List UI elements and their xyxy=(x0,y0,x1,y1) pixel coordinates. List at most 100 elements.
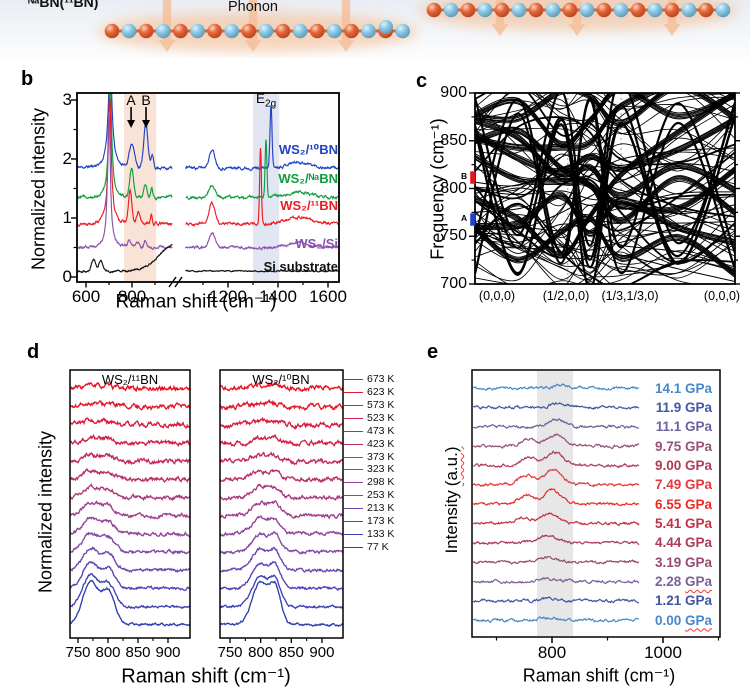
temperature-spectrum-curve xyxy=(220,434,343,448)
panel-letter-d: d xyxy=(27,341,40,363)
plot-frame-c xyxy=(474,92,736,285)
pressure-spectrum-curve xyxy=(472,432,640,450)
boron-atom xyxy=(664,2,680,18)
pressure-value: 7.49 xyxy=(654,477,685,493)
legend-item: 573 K xyxy=(344,399,424,412)
boron-atom xyxy=(173,23,188,39)
temperature-spectrum-curve xyxy=(220,416,343,430)
x-tick-label-d: 850 xyxy=(278,644,304,661)
pressure-spectrum-curve xyxy=(473,596,640,604)
temperature-spectrum-curve xyxy=(220,515,343,537)
intensity-label: Intensity xyxy=(442,490,461,554)
y-tick-label-b: 3 xyxy=(62,90,72,109)
boron-atom xyxy=(344,23,359,39)
pressure-label: 6.55 GPa xyxy=(655,497,712,512)
x-tick-label-d: 850 xyxy=(125,644,151,661)
legend-label: 298 K xyxy=(367,476,395,489)
legend-item: 523 K xyxy=(344,412,424,425)
pressure-spectrum-curve xyxy=(472,555,640,565)
temperature-spectrum-curve xyxy=(70,546,190,573)
plot-frame-d xyxy=(69,369,191,639)
nitrogen-atom xyxy=(190,23,205,39)
pressure-value: 4.44 xyxy=(654,535,685,551)
pressure-spectrum-curve xyxy=(472,615,640,624)
temperature-spectrum-curve xyxy=(220,499,343,520)
axis-title-d-y: Normalized intensity xyxy=(35,430,56,594)
legend-item: 77 K xyxy=(344,540,424,553)
down-arrow-icon xyxy=(142,120,151,128)
boron-atom xyxy=(241,23,257,39)
series-label-ws2-10bn: WS₂/¹⁰BN xyxy=(278,142,338,157)
phonon-arrow-icon xyxy=(663,0,681,36)
legend-item: 323 K xyxy=(344,463,424,476)
y-tick-label-b: 2 xyxy=(62,149,72,168)
nitrogen-atom xyxy=(121,23,137,39)
nitrogen-atom xyxy=(395,23,411,39)
axis-title-d-x: Raman shift (cm⁻¹) xyxy=(121,665,291,688)
boron-atom xyxy=(528,2,544,18)
temperature-spectrum-curve xyxy=(220,531,343,555)
nitrogen-atom xyxy=(258,23,274,39)
legend-line-swatch xyxy=(344,520,363,522)
temperature-spectrum-curve xyxy=(220,468,343,484)
pressure-label: 9.75 GPa xyxy=(655,439,712,454)
boron-atom xyxy=(494,2,510,18)
nitrogen-atom xyxy=(292,23,308,39)
legend-line-swatch xyxy=(344,418,363,419)
legend-line-swatch xyxy=(344,405,363,407)
legend-item: 423 K xyxy=(344,437,424,450)
legend-label: 323 K xyxy=(367,463,395,476)
temperature-spectrum-curve xyxy=(220,546,343,573)
pressure-spectrum-curve xyxy=(472,401,640,411)
boron-atom xyxy=(275,23,291,39)
axis-title-b-y: Normalized intensity xyxy=(28,107,49,271)
spectrum-curve xyxy=(77,93,173,201)
nitrogen-atom xyxy=(477,2,493,18)
legend-label: 673 K xyxy=(367,373,395,386)
boron-atom xyxy=(596,2,612,18)
spectrum-curve xyxy=(77,97,173,228)
boron-atom xyxy=(426,2,442,18)
x-tick-label-b: 800 xyxy=(117,287,147,306)
pressure-spectrum-curve xyxy=(473,450,640,469)
pressure-value: 11.1 xyxy=(655,419,685,435)
temperature-spectrum-curve xyxy=(220,398,343,412)
spectrum-curve xyxy=(77,243,173,274)
nitrogen-atom xyxy=(545,2,561,18)
legend-line-swatch xyxy=(344,392,363,394)
legend-line-swatch xyxy=(344,546,363,548)
x-tick-label-d: 900 xyxy=(309,644,335,661)
nitrogen-atom xyxy=(579,2,595,18)
x-tick-label-b: 1200 xyxy=(209,287,247,306)
temperature-spectrum-curve xyxy=(70,417,190,430)
boron-atom xyxy=(562,2,578,18)
pressure-unit: GPa xyxy=(684,574,712,589)
series-label-ws2-si: WS₂/Si xyxy=(295,236,338,251)
marker-label-a: A xyxy=(461,213,468,223)
legend-label: 173 K xyxy=(367,514,395,527)
x-tick-label-d: 750 xyxy=(65,644,91,661)
e2g-main: E xyxy=(256,91,266,106)
pressure-value: 2.28 xyxy=(654,574,685,589)
nitrogen-atom xyxy=(379,20,393,34)
nitrogen-atom xyxy=(443,2,459,18)
pressure-value: 5.41 xyxy=(654,515,685,531)
x-tick-label-d: 800 xyxy=(248,644,274,661)
pressure-spectrum-curve xyxy=(472,487,640,507)
series-label-si-substrate: Si substrate xyxy=(263,259,338,274)
boron-atom xyxy=(104,23,120,39)
y-tick-label-c: 700 xyxy=(440,275,467,292)
pressure-label: 14.1 GPa xyxy=(655,381,712,396)
legend-item: 173 K xyxy=(344,514,424,527)
highlight-band xyxy=(253,94,280,281)
pressure-spectrum-curve xyxy=(472,383,639,391)
nitrogen-atom xyxy=(327,23,342,39)
temperature-spectrum-curve xyxy=(70,560,190,592)
mode-b-annotation: B xyxy=(141,92,151,108)
legend-line-swatch xyxy=(344,482,363,484)
pressure-label: 11.9 GPa xyxy=(656,400,712,415)
boron-atom xyxy=(138,23,154,39)
phonon-arrow-icon xyxy=(491,0,509,36)
temperature-spectrum-curve xyxy=(70,482,190,502)
